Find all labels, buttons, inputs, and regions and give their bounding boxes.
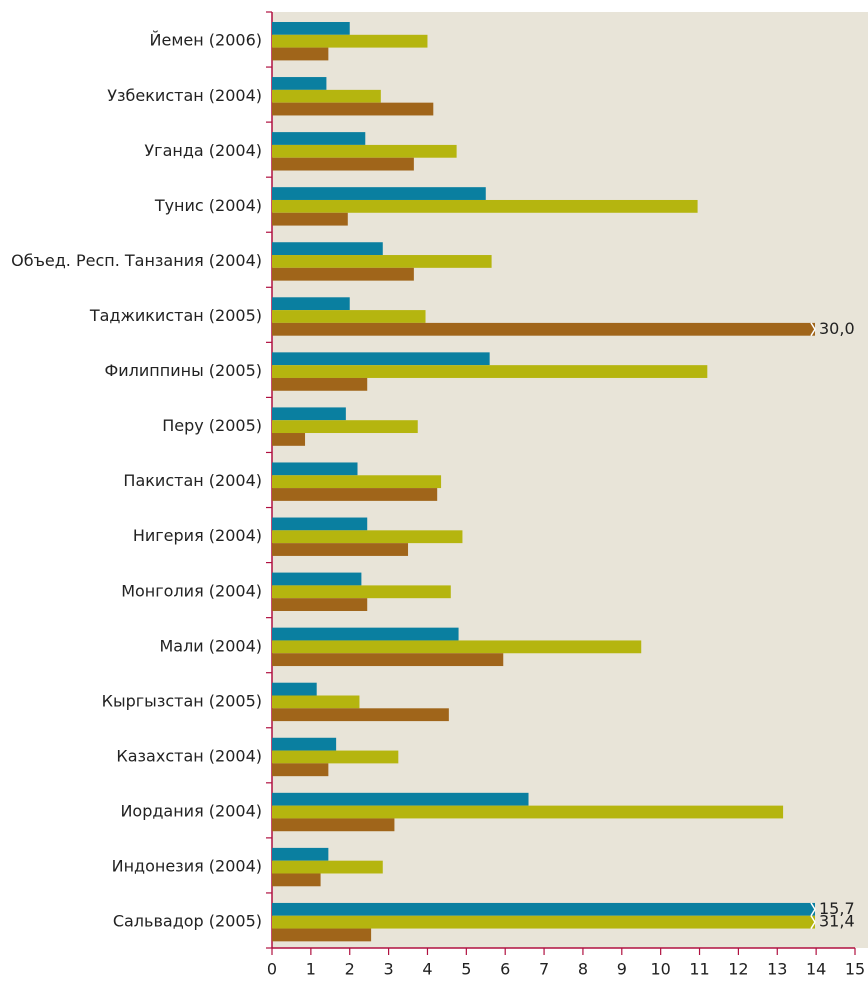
y-tick-label: Монголия (2004) bbox=[121, 581, 262, 600]
y-tick-label: Сальвадор (2005) bbox=[113, 912, 262, 931]
bar bbox=[272, 407, 346, 421]
y-tick-label: Объед. Респ. Танзания (2004) bbox=[11, 251, 262, 270]
value-label: 31,4 bbox=[819, 912, 855, 931]
bar bbox=[272, 322, 815, 336]
bar bbox=[272, 928, 372, 942]
y-tick-label: Мали (2004) bbox=[159, 636, 262, 655]
bar bbox=[272, 47, 329, 61]
x-tick-label: 7 bbox=[539, 960, 549, 979]
y-tick-label: Казахстан (2004) bbox=[116, 746, 262, 765]
bar bbox=[272, 89, 381, 103]
bar bbox=[272, 585, 451, 599]
bar bbox=[272, 695, 360, 709]
x-tick-label: 8 bbox=[578, 960, 588, 979]
y-tick-label: Нигерия (2004) bbox=[133, 526, 262, 545]
x-tick-label: 4 bbox=[422, 960, 432, 979]
bar bbox=[272, 34, 428, 48]
bar bbox=[272, 530, 463, 544]
y-tick-label: Филиппины (2005) bbox=[105, 361, 263, 380]
bar bbox=[272, 488, 438, 501]
bar bbox=[272, 737, 337, 751]
bar bbox=[272, 818, 395, 832]
x-tick-label: 10 bbox=[650, 960, 670, 979]
x-tick-label: 9 bbox=[617, 960, 627, 979]
value-label: 30,0 bbox=[819, 319, 855, 338]
y-tick-label: Кыргызстан (2005) bbox=[102, 691, 262, 710]
bar bbox=[272, 144, 457, 158]
bar bbox=[272, 475, 442, 489]
bar bbox=[272, 242, 383, 256]
bar bbox=[272, 352, 490, 366]
bar bbox=[272, 365, 708, 378]
break-mark bbox=[810, 902, 816, 917]
bar bbox=[272, 860, 383, 874]
y-tick-label: Уганда (2004) bbox=[144, 141, 262, 160]
y-tick-label: Перу (2005) bbox=[162, 416, 262, 435]
bar bbox=[272, 750, 399, 764]
x-tick-label: 5 bbox=[461, 960, 471, 979]
bar bbox=[272, 627, 459, 641]
x-tick-label: 1 bbox=[306, 960, 316, 979]
y-tick-label: Узбекистан (2004) bbox=[107, 86, 262, 105]
bar bbox=[272, 267, 414, 281]
bar bbox=[272, 297, 350, 311]
bar bbox=[272, 22, 350, 35]
break-mark bbox=[810, 915, 816, 929]
x-tick-label: 12 bbox=[728, 960, 748, 979]
y-tick-label: Тунис (2004) bbox=[154, 196, 262, 215]
x-tick-label: 2 bbox=[345, 960, 355, 979]
bar bbox=[272, 682, 317, 696]
bar bbox=[272, 102, 434, 116]
bar bbox=[272, 708, 449, 722]
bar bbox=[272, 420, 418, 434]
y-tick-label: Таджикистан (2005) bbox=[89, 306, 262, 325]
x-tick-label: 11 bbox=[689, 960, 709, 979]
bar bbox=[272, 902, 815, 916]
x-tick-label: 3 bbox=[384, 960, 394, 979]
bar bbox=[272, 763, 329, 777]
bar bbox=[272, 517, 368, 531]
bar bbox=[272, 543, 409, 556]
bar bbox=[272, 653, 504, 667]
bar bbox=[272, 77, 327, 90]
bar bbox=[272, 157, 414, 171]
bar bbox=[272, 640, 642, 654]
bar bbox=[272, 199, 698, 213]
bar bbox=[272, 255, 492, 268]
value-label: 15,7 bbox=[819, 899, 855, 918]
bar bbox=[272, 598, 368, 611]
x-tick-label: 0 bbox=[267, 960, 277, 979]
bar bbox=[272, 462, 358, 476]
bar bbox=[272, 433, 306, 446]
x-tick-label: 14 bbox=[806, 960, 826, 979]
bar bbox=[272, 187, 486, 200]
y-tick-label: Иордания (2004) bbox=[120, 802, 262, 821]
bar bbox=[272, 377, 368, 391]
bar bbox=[272, 792, 529, 806]
bar bbox=[272, 212, 348, 226]
break-mark bbox=[810, 322, 816, 337]
bar bbox=[272, 310, 426, 323]
y-tick-label: Йемен (2006) bbox=[150, 31, 262, 50]
x-tick-label: 6 bbox=[500, 960, 510, 979]
y-tick-label: Пакистан (2004) bbox=[123, 471, 262, 490]
bar bbox=[272, 132, 366, 145]
bar bbox=[272, 572, 362, 586]
x-tick-label: 15 bbox=[845, 960, 865, 979]
bar bbox=[272, 847, 329, 861]
x-tick-label: 13 bbox=[767, 960, 787, 979]
y-tick-label: Индонезия (2004) bbox=[112, 857, 262, 876]
bar bbox=[272, 873, 321, 887]
bar bbox=[272, 915, 815, 929]
bar bbox=[272, 805, 784, 819]
